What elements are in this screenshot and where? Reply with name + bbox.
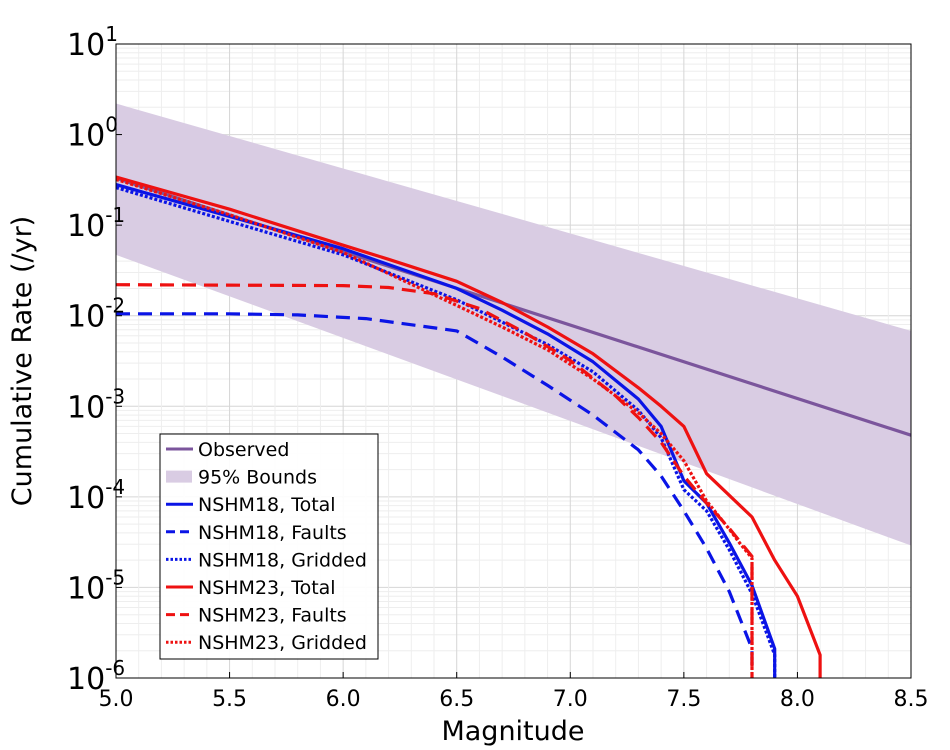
series-line-nshm23-total: [116, 175, 822, 678]
legend-label: NSHM18, Gridded: [198, 549, 367, 571]
plot-frame: [115, 43, 912, 679]
y-tick-label: 10-1: [67, 203, 125, 244]
x-tick-label: 5.0: [99, 687, 134, 712]
x-axis-title: Magnitude: [441, 716, 584, 747]
y-tick-exponent: -1: [105, 203, 125, 227]
x-tick-label: 6.0: [326, 687, 361, 712]
y-tick-exponent: -4: [105, 475, 125, 499]
y-tick-base: 10: [67, 662, 105, 697]
series-group: [116, 175, 911, 678]
x-tick-label: 8.0: [780, 687, 815, 712]
y-tick-label: 10-3: [67, 384, 125, 425]
legend-label: NSHM18, Total: [198, 494, 336, 516]
y-tick-exponent: -2: [105, 294, 125, 318]
series-line-nshm18-faults: [116, 312, 754, 671]
legend-label: NSHM18, Faults: [198, 522, 347, 544]
y-tick-base: 10: [67, 390, 105, 425]
y-tick-label: 101: [67, 22, 118, 63]
y-tick-exponent: 0: [105, 113, 118, 137]
y-tick-exponent: 1: [105, 22, 118, 46]
y-axis-title: Cumulative Rate (/yr): [7, 216, 38, 506]
x-tick-label: 6.5: [439, 687, 474, 712]
legend-label: Observed: [198, 439, 289, 461]
legend-box: [159, 433, 379, 660]
y-tick-exponent: -3: [105, 384, 125, 408]
y-tick-label: 10-5: [67, 565, 125, 606]
y-tick-base: 10: [67, 300, 105, 335]
y-tick-label: 10-6: [67, 656, 125, 697]
y-tick-label: 10-2: [67, 294, 125, 335]
legend-swatch: [166, 470, 192, 483]
x-tick-label: 7.0: [553, 687, 588, 712]
confidence-band: [116, 103, 911, 546]
legend-label: NSHM23, Faults: [198, 605, 347, 627]
y-tick-base: 10: [67, 481, 105, 516]
legend: Observed 95% Bounds NSHM18, Total NSHM18, F…: [159, 433, 379, 660]
x-tick-label: 5.5: [212, 687, 247, 712]
series-line-nshm23-gridded: [116, 177, 754, 678]
y-tick-label: 10-4: [67, 475, 125, 516]
x-tick-label: 8.5: [894, 687, 929, 712]
x-axis-ticks: 5.0 5.5 6.0 6.5 7.0 7.5 8.0 8.5: [99, 672, 929, 712]
y-tick-exponent: -6: [105, 656, 125, 680]
y-tick-base: 10: [67, 571, 105, 606]
legend-label: NSHM23, Total: [198, 577, 336, 599]
series-line-nshm18-total: [116, 183, 777, 678]
x-tick-label: 7.5: [666, 687, 701, 712]
y-tick-base: 10: [67, 28, 105, 63]
y-tick-base: 10: [67, 209, 105, 244]
legend-label: 95% Bounds: [198, 467, 317, 489]
y-tick-exponent: -5: [105, 565, 125, 589]
band-95-bounds: [116, 103, 911, 546]
legend-label: NSHM23, Gridded: [198, 632, 367, 654]
y-tick-label: 100: [67, 113, 118, 154]
y-tick-base: 10: [67, 119, 105, 154]
